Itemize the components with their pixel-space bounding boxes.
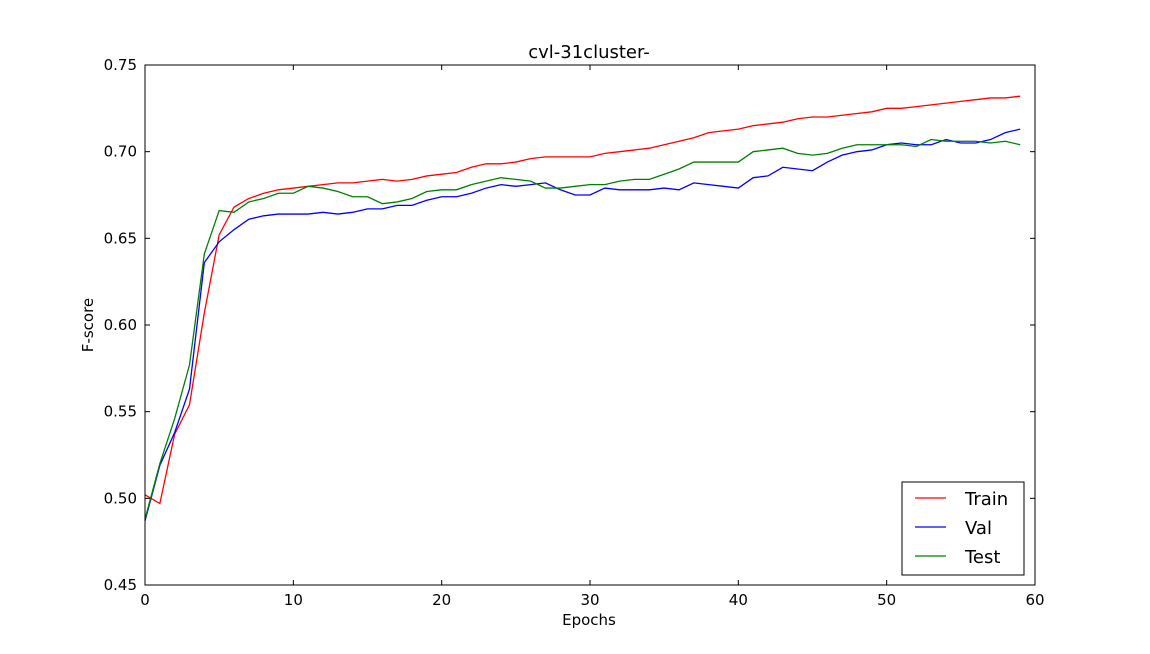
legend: Train Val Test: [901, 481, 1025, 576]
y-tick-label: 0.65: [104, 229, 137, 247]
y-tick-label: 0.55: [104, 403, 137, 421]
series-line-train: [144, 95, 1021, 505]
series-line-val: [144, 128, 1021, 522]
y-axis-ticks: 0.45 0.50 0.55 0.60 0.65 0.70 0.75: [104, 56, 1035, 594]
plot-lines: [144, 95, 1021, 522]
x-tick-label: 50: [877, 591, 896, 609]
y-tick-label: 0.45: [104, 576, 137, 594]
x-tick-label: 40: [729, 591, 748, 609]
y-tick-label: 0.50: [104, 489, 137, 507]
legend-label-val: Val: [965, 518, 992, 539]
y-tick-label: 0.60: [104, 316, 137, 334]
x-axis-ticks: 0 10 20 30 40 50 60: [140, 65, 1045, 609]
y-tick-label: 0.75: [104, 56, 137, 74]
x-tick-label: 60: [1025, 591, 1044, 609]
x-tick-label: 0: [140, 591, 150, 609]
legend-label-train: Train: [964, 489, 1008, 510]
series-line-test: [144, 138, 1021, 520]
x-axis-label: Epochs: [562, 611, 616, 629]
x-tick-label: 20: [432, 591, 451, 609]
y-tick-label: 0.70: [104, 143, 137, 161]
chart-title: cvl-31cluster-: [528, 42, 650, 63]
x-tick-label: 30: [580, 591, 599, 609]
y-axis-label: F-score: [79, 298, 97, 352]
legend-label-test: Test: [964, 547, 1000, 568]
x-tick-label: 10: [284, 591, 303, 609]
